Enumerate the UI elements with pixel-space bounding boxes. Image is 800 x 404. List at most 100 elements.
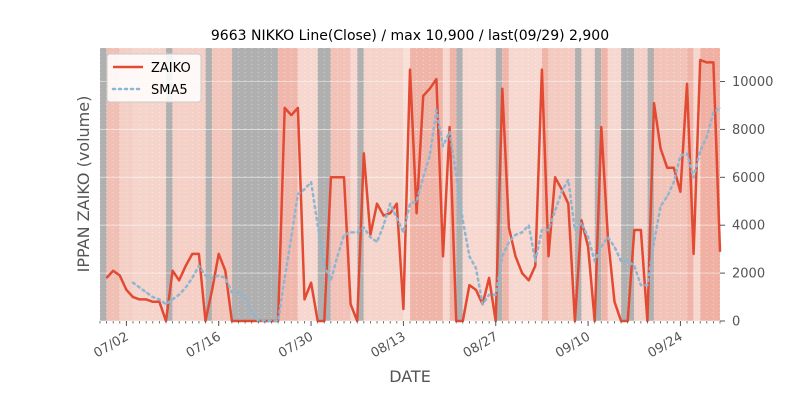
chart-title: 9663 NIKKO Line(Close) / max 10,900 / la… [211, 28, 609, 44]
data-point-sma5 [633, 265, 635, 267]
background-band-7 [212, 48, 232, 321]
data-point-sma5 [640, 284, 642, 286]
background-band-13 [350, 48, 358, 321]
data-point-zaiko [514, 255, 517, 257]
data-point-sma5 [528, 224, 530, 226]
background-band-27 [574, 48, 582, 321]
data-point-zaiko [172, 270, 174, 272]
data-point-sma5 [501, 255, 503, 257]
data-point-zaiko [541, 69, 543, 71]
x-axis: 07/02 07/16 07/30 08/13 08/27 09/10 09/24 [91, 321, 721, 361]
data-point-zaiko [554, 176, 556, 178]
data-point-zaiko [402, 308, 404, 310]
background-band-14 [357, 48, 364, 321]
data-point-sma5 [607, 236, 609, 238]
data-point-sma5 [191, 277, 193, 279]
data-point-zaiko [488, 277, 490, 279]
data-point-sma5 [429, 155, 431, 157]
data-point-zaiko [475, 289, 477, 291]
data-point-zaiko [442, 255, 444, 257]
data-point-zaiko [679, 191, 682, 193]
data-point-zaiko [145, 298, 147, 300]
background-band-8 [231, 48, 279, 321]
background-band-12 [330, 48, 351, 321]
y-axis: 0 2000 4000 6000 8000 10000 [720, 75, 773, 330]
data-point-sma5 [284, 277, 286, 279]
data-point-sma5 [600, 246, 602, 248]
background-band-19 [449, 48, 457, 321]
data-point-zaiko [429, 88, 431, 90]
data-point-sma5 [686, 152, 688, 154]
data-point-zaiko [547, 255, 550, 257]
data-point-zaiko [686, 83, 688, 85]
legend-label-zaiko: ZAIKO [151, 61, 191, 76]
data-point-zaiko [409, 69, 411, 71]
data-point-sma5 [185, 286, 187, 289]
data-point-sma5 [422, 176, 424, 178]
y-tick-label: 0 [732, 315, 740, 330]
data-point-sma5 [449, 131, 451, 133]
background-band-0 [100, 48, 107, 321]
series-line-sma5 [131, 106, 722, 323]
background-band-6 [205, 48, 213, 321]
data-point-sma5 [396, 217, 398, 219]
data-point-sma5 [547, 229, 550, 231]
x-tick-label: 09/24 [645, 329, 685, 361]
data-point-zaiko [178, 279, 180, 281]
data-point-zaiko [699, 59, 701, 61]
data-point-sma5 [462, 219, 464, 221]
data-point-sma5 [660, 205, 662, 207]
data-point-zaiko [191, 253, 193, 255]
y-axis-label: IPPAN ZAIKO (volume) [74, 96, 93, 273]
data-point-zaiko [653, 102, 655, 104]
data-point-zaiko [290, 114, 292, 116]
data-point-zaiko [633, 229, 635, 231]
data-point-sma5 [224, 277, 226, 279]
data-point-zaiko [468, 284, 470, 286]
data-point-zaiko [416, 212, 418, 214]
data-point-sma5 [719, 107, 721, 109]
data-point-sma5 [455, 174, 457, 176]
data-point-sma5 [336, 255, 338, 257]
data-point-sma5 [172, 298, 174, 300]
data-point-sma5 [402, 231, 404, 233]
data-point-zaiko [435, 78, 437, 80]
data-point-sma5 [488, 294, 490, 296]
y-tick-label: 6000 [732, 171, 765, 186]
data-point-zaiko [567, 203, 569, 205]
data-point-zaiko [106, 277, 108, 279]
data-point-zaiko [185, 265, 187, 267]
data-point-zaiko [613, 301, 616, 303]
background-band-29 [594, 48, 602, 321]
data-point-sma5 [416, 200, 418, 202]
data-point-zaiko [383, 215, 385, 217]
data-point-sma5 [343, 234, 345, 236]
data-point-zaiko [389, 212, 391, 214]
data-point-zaiko [125, 289, 127, 291]
data-point-sma5 [330, 279, 332, 281]
data-point-zaiko [112, 270, 114, 272]
data-point-zaiko [521, 272, 523, 274]
data-point-zaiko [706, 61, 708, 64]
background-band-21 [462, 48, 496, 321]
data-point-zaiko [336, 176, 338, 178]
y-tick-label: 2000 [732, 267, 765, 282]
data-point-zaiko [660, 148, 662, 150]
grid-lines [99, 48, 721, 322]
data-point-sma5 [580, 222, 583, 224]
data-point-zaiko [211, 289, 213, 291]
data-point-sma5 [627, 260, 629, 262]
data-point-sma5 [204, 274, 207, 277]
data-point-zaiko [310, 282, 312, 284]
data-point-sma5 [706, 136, 708, 138]
data-point-zaiko [640, 229, 642, 231]
x-axis-label: DATE [389, 367, 431, 386]
background-band-4 [165, 48, 173, 321]
data-point-sma5 [482, 303, 484, 305]
data-point-sma5 [587, 236, 589, 238]
data-point-zaiko [693, 253, 695, 255]
data-point-zaiko [673, 167, 675, 169]
data-point-zaiko [580, 219, 583, 221]
